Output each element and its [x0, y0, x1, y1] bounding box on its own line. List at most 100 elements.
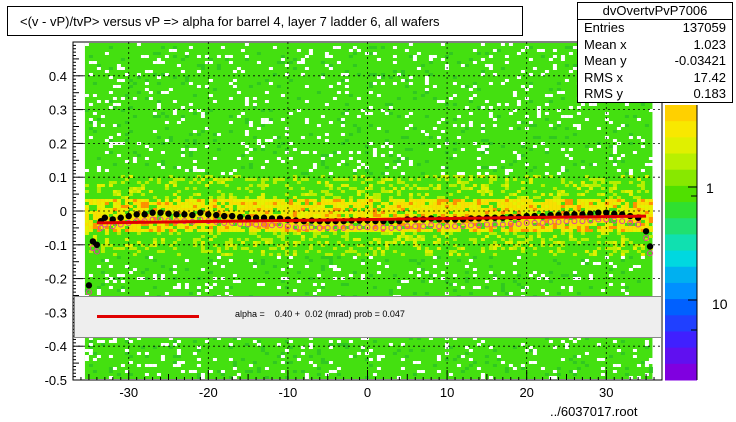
heatmap-cell	[136, 337, 141, 340]
heatmap-cell	[176, 223, 181, 226]
heatmap-cell	[520, 241, 525, 244]
heatmap-cell	[540, 202, 545, 205]
heatmap-cell	[260, 196, 265, 199]
heatmap-cell	[436, 370, 441, 373]
heatmap-cell	[380, 226, 385, 229]
heatmap-cell	[172, 229, 177, 232]
heatmap-cell	[304, 151, 309, 154]
heatmap-cell	[256, 184, 261, 187]
heatmap-cell	[200, 115, 205, 118]
heatmap-cell	[280, 55, 285, 58]
heatmap-cell	[128, 205, 133, 208]
heatmap-cell	[644, 343, 649, 346]
heatmap-cell	[524, 175, 529, 178]
heatmap-cell	[160, 166, 165, 169]
heatmap-cell	[432, 274, 437, 277]
heatmap-cell	[160, 223, 165, 226]
heatmap-cell	[616, 226, 621, 229]
heatmap-cell	[544, 199, 549, 202]
heatmap-cell	[176, 121, 181, 124]
heatmap-cell	[360, 109, 365, 112]
heatmap-cell	[380, 208, 385, 211]
heatmap-cell	[552, 49, 557, 52]
heatmap-cell	[144, 157, 149, 160]
heatmap-cell	[116, 199, 121, 202]
profile-point	[173, 211, 180, 218]
heatmap-cell	[220, 46, 225, 49]
heatmap-cell	[104, 241, 109, 244]
heatmap-cell	[392, 214, 397, 217]
heatmap-cell	[208, 202, 213, 205]
heatmap-cell	[292, 232, 297, 235]
heatmap-cell	[624, 202, 629, 205]
heatmap-cell	[324, 223, 329, 226]
heatmap-cell	[292, 202, 297, 205]
heatmap-cell	[232, 361, 237, 364]
heatmap-cell	[480, 184, 485, 187]
heatmap-cell	[96, 229, 101, 232]
heatmap-cell	[100, 115, 105, 118]
heatmap-cell	[176, 253, 181, 256]
heatmap-cell	[92, 358, 97, 361]
heatmap-cell	[452, 208, 457, 211]
heatmap-cell	[572, 361, 577, 364]
heatmap-cell	[512, 226, 517, 229]
heatmap-cell	[120, 79, 125, 82]
heatmap-cell	[272, 247, 277, 250]
heatmap-cell	[416, 223, 421, 226]
heatmap-cell	[164, 199, 169, 202]
heatmap-cell	[320, 244, 325, 247]
heatmap-cell	[116, 232, 121, 235]
heatmap-cell	[648, 205, 653, 208]
heatmap-cell	[504, 232, 509, 235]
heatmap-cell	[320, 361, 325, 364]
stat-row-entries: Entries 137059	[578, 20, 732, 37]
heatmap-cell	[124, 352, 129, 355]
heatmap-cell	[312, 193, 317, 196]
heatmap-cell	[472, 205, 477, 208]
heatmap-cell	[532, 196, 537, 199]
heatmap-cell	[196, 289, 201, 292]
heatmap-cell	[520, 289, 525, 292]
heatmap-cell	[536, 226, 541, 229]
heatmap-cell	[324, 166, 329, 169]
heatmap-cell	[228, 253, 233, 256]
heatmap-cell	[508, 127, 513, 130]
heatmap-cell	[92, 82, 97, 85]
heatmap-cell	[84, 220, 89, 223]
heatmap-cell	[312, 232, 317, 235]
heatmap-cell	[304, 85, 309, 88]
heatmap-cell	[552, 199, 557, 202]
heatmap-cell	[520, 247, 525, 250]
heatmap-cell	[252, 226, 257, 229]
heatmap-cell	[488, 142, 493, 145]
heatmap-cell	[604, 256, 609, 259]
heatmap-cell	[412, 241, 417, 244]
heatmap-cell	[244, 205, 249, 208]
heatmap-cell	[92, 199, 97, 202]
heatmap-cell	[204, 229, 209, 232]
heatmap-cell	[576, 127, 581, 130]
heatmap-cell	[284, 127, 289, 130]
heatmap-cell	[144, 223, 149, 226]
heatmap-cell	[524, 223, 529, 226]
heatmap-cell	[144, 373, 149, 376]
heatmap-cell	[216, 181, 221, 184]
heatmap-cell	[228, 115, 233, 118]
heatmap-cell	[328, 343, 333, 346]
heatmap-cell	[104, 52, 109, 55]
heatmap-cell	[188, 199, 193, 202]
heatmap-cell	[604, 199, 609, 202]
heatmap-cell	[108, 244, 113, 247]
heatmap-cell	[612, 163, 617, 166]
heatmap-cell	[500, 211, 505, 214]
heatmap-cell	[420, 202, 425, 205]
heatmap-cell	[236, 229, 241, 232]
heatmap-cell	[420, 205, 425, 208]
heatmap-cell	[460, 85, 465, 88]
heatmap-cell	[560, 169, 565, 172]
heatmap-cell	[408, 223, 413, 226]
heatmap-cell	[588, 187, 593, 190]
heatmap-cell	[476, 52, 481, 55]
heatmap-cell	[368, 46, 373, 49]
